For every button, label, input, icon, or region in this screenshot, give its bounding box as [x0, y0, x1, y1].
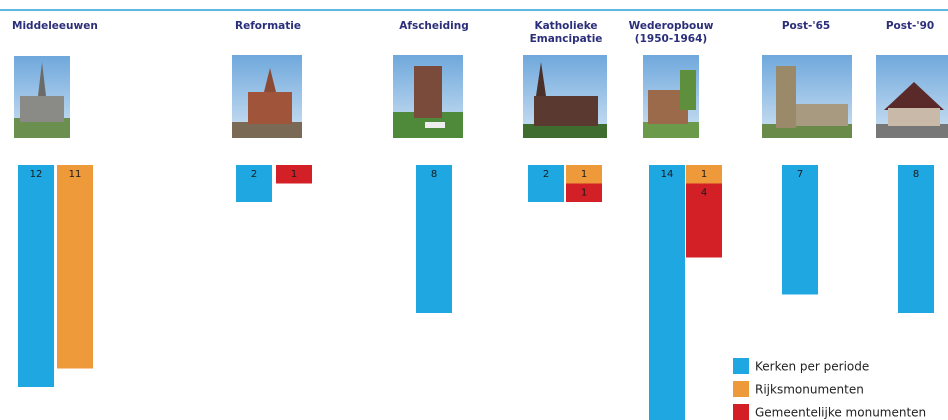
value-label: 1 [291, 169, 297, 180]
bar [782, 165, 818, 295]
bar [566, 165, 602, 184]
value-label: 4 [701, 188, 707, 199]
photo [523, 55, 607, 138]
legend-swatch [733, 381, 749, 397]
bar [416, 165, 452, 313]
bar [898, 165, 934, 313]
photo [876, 55, 948, 138]
photo [14, 56, 70, 138]
category-label: Post-'65 [781, 20, 831, 32]
bar [276, 165, 312, 184]
bar [18, 165, 54, 387]
value-label: 7 [797, 169, 803, 180]
photo [232, 55, 302, 138]
legend-swatch [733, 404, 749, 420]
legend-swatch [733, 358, 749, 374]
bar [649, 165, 685, 420]
value-label: 11 [69, 169, 82, 180]
bar [566, 183, 602, 202]
bar [57, 165, 93, 369]
category-label: Afscheiding [399, 20, 469, 32]
bar [528, 165, 564, 202]
value-label: 1 [581, 169, 587, 180]
photo [393, 55, 463, 138]
value-label: 14 [661, 169, 674, 180]
value-label: 2 [251, 169, 257, 180]
value-label: 2 [543, 169, 549, 180]
bar [686, 183, 722, 258]
value-label: 8 [431, 169, 437, 180]
photo [762, 55, 852, 138]
legend-label: Kerken per periode [755, 360, 869, 374]
category-label: Reformatie [235, 20, 301, 32]
category-label: Middeleeuwen [12, 20, 98, 32]
category-label: Post-'90 [885, 20, 935, 32]
value-label: 1 [581, 188, 587, 199]
value-label: 12 [30, 169, 43, 180]
value-label: 8 [913, 169, 919, 180]
category-label: Wederopbouw (1950-1964) [628, 20, 714, 45]
legend-label: Rijksmonumenten [755, 383, 864, 397]
legend-label: Gemeentelijke monumenten [755, 406, 926, 420]
bar [236, 165, 272, 202]
photos [14, 55, 948, 138]
category-label: Katholieke Emancipatie [529, 20, 603, 45]
photo [643, 55, 699, 138]
bar [686, 165, 722, 184]
value-label: 1 [701, 169, 707, 180]
